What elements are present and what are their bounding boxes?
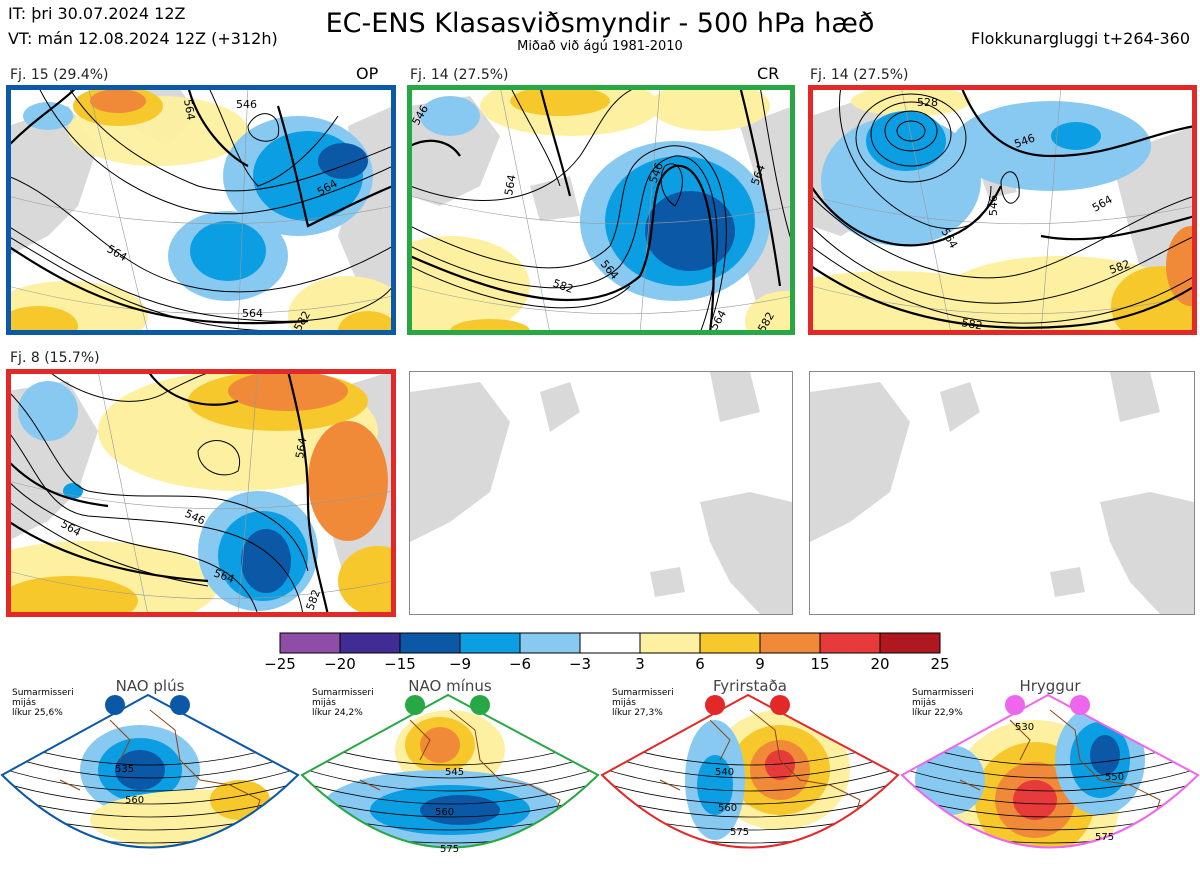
colorbar-tick-label: −9 <box>448 655 472 673</box>
regime-marker <box>405 695 425 715</box>
colorbar-tick-label: 9 <box>755 655 765 673</box>
regime-marker <box>170 695 190 715</box>
empty-map-5 <box>409 371 793 615</box>
regime-contour-label: 575 <box>730 827 749 838</box>
panel-2-contour-564-b: 564 <box>502 174 518 197</box>
anomaly-colorbar <box>279 632 941 654</box>
panel-2-tag: CR <box>757 64 780 83</box>
panel-4-contour-564-b: 564 <box>293 437 309 460</box>
colorbar-tick-label: −3 <box>568 655 592 673</box>
regime-marker <box>1005 695 1025 715</box>
colorbar-swatch <box>639 632 701 654</box>
panel-3-contour-546-b: 546 <box>987 195 1000 216</box>
empty-map-6 <box>809 371 1195 615</box>
panel-1-contour-564-d: 564 <box>181 98 197 121</box>
colorbar-swatch <box>339 632 401 654</box>
regime-name: Hryggur <box>1019 677 1081 695</box>
cluster-map-2: 546 564 564 564 546 582 564 582 <box>410 86 793 333</box>
panel-4-label: Fj. 8 (15.7%) <box>10 350 100 366</box>
panel-1-tag: OP <box>356 64 379 83</box>
colorbar-tick-label: −6 <box>508 655 532 673</box>
regime-contour-label: 560 <box>718 803 737 814</box>
colorbar-tick-label: 3 <box>635 655 645 673</box>
regime-info: Sumarmisseri mijás líkur 27,3% <box>612 688 674 718</box>
panel-1-label: Fj. 15 (29.4%) <box>10 67 109 83</box>
regime-map-3: 540 560 575 <box>600 693 900 849</box>
panel-4-contour-546-b: 546 <box>108 371 129 374</box>
cluster-map-1: 564 546 564 564 564 582 <box>8 86 393 333</box>
regime-map-1: 535 560 <box>0 693 300 849</box>
panel-3-contour-582-b: 582 <box>960 316 983 332</box>
colorbar-tick-label: 25 <box>930 655 950 673</box>
regime-contour-label: 540 <box>715 767 734 778</box>
page-title: EC-ENS Klasasviðsmyndir - 500 hPa hæð <box>325 8 875 39</box>
page-subtitle: Miðað við ágú 1981-2010 <box>517 39 683 54</box>
regime-marker <box>1070 695 1090 715</box>
regime-marker <box>770 695 790 715</box>
regime-marker <box>105 695 125 715</box>
regime-name: NAO mínus <box>408 677 492 695</box>
colorbar-swatch <box>579 632 641 654</box>
regime-contour-label: 575 <box>1095 832 1114 843</box>
panel-2-label: Fj. 14 (27.5%) <box>410 67 509 83</box>
panel-3-contour-528: 528 <box>917 96 938 109</box>
colorbar-tick-label: −25 <box>264 655 296 673</box>
colorbar-swatch <box>879 632 941 654</box>
init-time: IT: þri 30.07.2024 12Z <box>8 4 186 23</box>
regime-info: Sumarmisseri mijás líkur 24,2% <box>312 688 374 718</box>
regime-name: NAO plús <box>115 677 185 695</box>
colorbar-tick-label: −15 <box>384 655 416 673</box>
regime-contour-label: 575 <box>440 844 459 855</box>
panel-1-contour-564-c: 564 <box>242 307 263 320</box>
regime-contour-label: 535 <box>115 764 134 775</box>
panel-1-contour-546: 546 <box>236 98 257 111</box>
regime-contour-label: 560 <box>125 795 144 806</box>
regime-contour-label: 560 <box>435 807 454 818</box>
panel-3-label: Fj. 14 (27.5%) <box>810 67 909 83</box>
regime-info: Sumarmisseri mijás líkur 22,9% <box>912 688 974 718</box>
valid-time: VT: mán 12.08.2024 12Z (+312h) <box>8 29 278 48</box>
colorbar-swatch <box>819 632 881 654</box>
colorbar-swatch <box>699 632 761 654</box>
colorbar-swatch <box>459 632 521 654</box>
colorbar-swatch <box>519 632 581 654</box>
regime-contour-label: 550 <box>1105 772 1124 783</box>
cluster-map-4: 546 564 564 546 564 582 <box>8 371 393 615</box>
regime-contour-label: 530 <box>1015 722 1034 733</box>
colorbar-tick-label: 20 <box>870 655 890 673</box>
colorbar-swatch <box>399 632 461 654</box>
regime-marker <box>470 695 490 715</box>
colorbar-swatch <box>279 632 341 654</box>
regime-name: Fyrirstaða <box>713 677 787 695</box>
regime-map-4: 530 550 575 <box>900 693 1200 849</box>
colorbar-tick-label: −20 <box>324 655 356 673</box>
colorbar-swatch <box>759 632 821 654</box>
colorbar-tick-label: 15 <box>810 655 830 673</box>
regime-map-2: 545 560 575 <box>300 693 600 855</box>
regime-marker <box>705 695 725 715</box>
regime-info: Sumarmisseri mijás líkur 25,6% <box>12 688 74 718</box>
regime-contour-label: 545 <box>445 767 464 778</box>
cluster-window: Flokkunargluggi t+264-360 <box>971 29 1190 48</box>
colorbar-tick-label: 6 <box>695 655 705 673</box>
cluster-map-3: 528 546 564 546 564 582 582 <box>811 86 1195 333</box>
